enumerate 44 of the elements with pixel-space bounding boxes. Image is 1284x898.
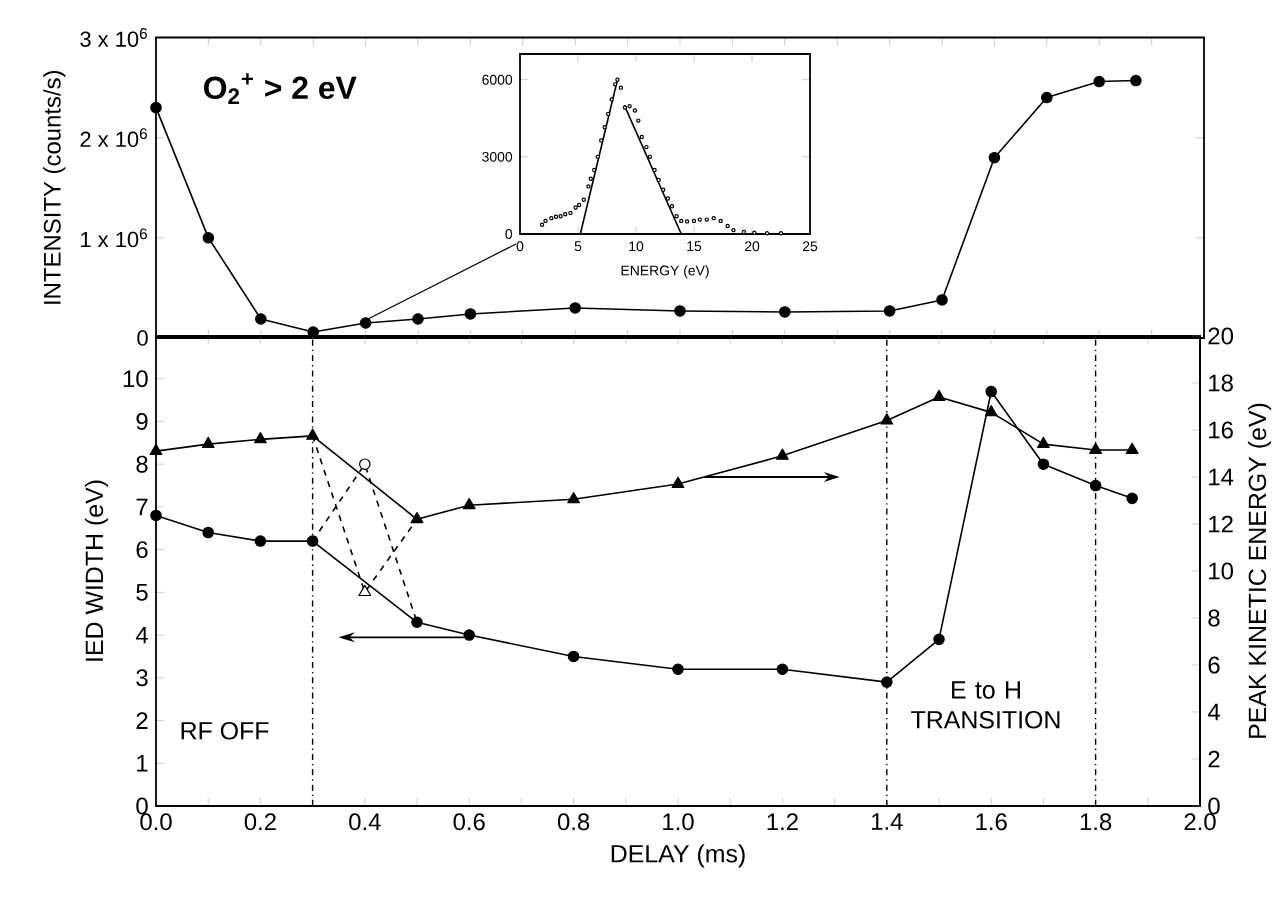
x-tick-label: 1.2: [767, 813, 798, 831]
y2-tick-label: 6: [1208, 656, 1220, 674]
y-tick-label: 3 x 10$^{6}$: [80, 28, 147, 47]
y-tick-label: 9: [136, 412, 148, 430]
y2-tick-label: 0: [1208, 797, 1220, 815]
annotation: RF OFF: [181, 722, 269, 740]
y2-tick-label: 2: [1208, 750, 1220, 768]
y2-tick-label: 18: [1209, 374, 1233, 392]
y-axis-title: IED WIDTH (eV): [84, 480, 109, 661]
y2-axis-title: PEAK KINETIC ENERGY (eV): [1247, 403, 1272, 738]
y-tick-label: 4: [135, 626, 148, 644]
y-tick-label: 0: [137, 330, 148, 346]
y2-tick-label: 12: [1209, 515, 1233, 533]
y-tick-label: 2: [136, 712, 148, 729]
y2-tick-label: 8: [1208, 609, 1220, 627]
x-tick-label: 0.4: [349, 813, 381, 831]
y-tick-label: 8: [136, 455, 148, 473]
x-tick-label: 0.0: [140, 813, 172, 831]
y-tick-label: 6: [136, 541, 148, 559]
x-tick-label: 1.6: [976, 813, 1007, 831]
y-tick-label: 0: [136, 797, 148, 815]
x-tick-label: 0.8: [557, 813, 590, 831]
x-tick-label: 2.0: [1184, 813, 1216, 831]
y2-tick-label: 10: [1209, 562, 1234, 580]
x-tick-label: 1.0: [663, 813, 694, 831]
annotation: O$_{2}$$^{+}$ > 2 eV: [204, 73, 357, 104]
x-tick-label: 1.8: [1080, 813, 1112, 831]
y2-tick-label: 14: [1209, 468, 1234, 486]
y2-tick-label: 16: [1209, 421, 1233, 439]
y-tick-label: 7: [136, 498, 148, 516]
y-tick-label: 2 x 10$^{6}$: [80, 128, 147, 148]
x-tick-label: 1.4: [872, 813, 903, 830]
y-tick-label: 1: [137, 755, 148, 772]
x-tick-label: 0.6: [453, 813, 485, 831]
x-tick-label: 0.2: [244, 813, 276, 831]
y-tick-label: 10: [123, 370, 148, 388]
y-tick-label: 1 x 10$^{6}$: [81, 228, 147, 248]
y-tick-label: 3: [136, 669, 148, 687]
y-axis-title: INTENSITY (counts/s): [43, 71, 66, 304]
y2-tick-label: 20: [1208, 327, 1234, 345]
x-axis-title: DELAY (ms): [611, 844, 745, 868]
annotation: E to H TRANSITION: [911, 681, 1060, 729]
y-tick-label: 5: [136, 584, 148, 601]
y2-tick-label: 4: [1207, 703, 1220, 721]
